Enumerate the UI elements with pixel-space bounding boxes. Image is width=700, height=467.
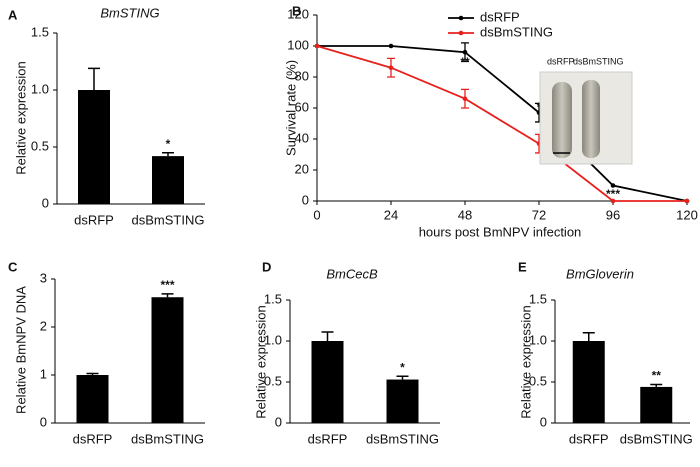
x-tick-label: 120 [676, 207, 698, 222]
error-bar [582, 332, 595, 341]
significance-label: ** [652, 369, 662, 383]
error-bar [396, 375, 409, 380]
panel-title: BmSTING [100, 5, 159, 20]
point [610, 198, 616, 204]
y-axis-label: Relative expression [13, 61, 28, 174]
x-tick-label: dsBmSTING [131, 431, 204, 446]
y-tick-label: 20 [295, 161, 309, 176]
y-axis-label: Relative BmNPV DNA [13, 286, 28, 414]
x-axis-label: hours post BmNPV infection [419, 224, 582, 239]
x-tick-label: 96 [606, 207, 620, 222]
y-axis-label: Relative expression [518, 305, 533, 418]
bar [76, 375, 109, 423]
y-tick-label: 3 [40, 270, 47, 285]
significance-label: ** [460, 55, 470, 69]
significance-label: * [400, 360, 405, 374]
y-tick-label: 40 [295, 130, 309, 145]
x-tick-label: dsBmSTING [366, 431, 439, 446]
bar [386, 379, 419, 423]
y-tick-label: 0.5 [529, 373, 547, 388]
y-tick-label: 0.5 [31, 138, 49, 153]
larva [552, 82, 572, 158]
y-tick-label: 1.0 [529, 332, 547, 347]
y-tick-label: 1.0 [31, 81, 49, 96]
bar [640, 386, 673, 423]
y-tick-label: 0 [540, 414, 547, 429]
significance-label: * [166, 137, 171, 151]
point [388, 43, 394, 49]
y-tick-label: 1.5 [529, 291, 547, 306]
x-tick-label: 48 [458, 207, 472, 222]
y-tick-label: 1 [40, 366, 47, 381]
y-tick-label: 100 [287, 37, 309, 52]
y-tick-label: 60 [295, 99, 309, 114]
error-bar [650, 383, 663, 387]
error-bar [162, 151, 174, 157]
x-tick-label: dsRFP [308, 431, 348, 446]
point [462, 49, 468, 55]
panel-title: BmCecB [326, 266, 378, 281]
panel-label: E [518, 259, 527, 274]
y-tick-label: 1.5 [31, 24, 49, 39]
panel-label: C [8, 259, 18, 274]
bar [152, 156, 184, 204]
significance-label: * [537, 100, 542, 114]
legend-marker [458, 15, 464, 21]
point [462, 96, 468, 101]
panel-label: D [262, 259, 271, 274]
y-tick-label: 0 [275, 414, 282, 429]
legend-marker [458, 30, 464, 36]
x-tick-label: 24 [384, 207, 398, 222]
significance-label: *** [606, 187, 620, 201]
x-tick-label: dsRFP [74, 212, 114, 227]
series-line [316, 45, 687, 202]
x-tick-label: dsRFP [73, 431, 113, 446]
x-tick-label: dsRFP [569, 431, 609, 446]
y-tick-label: 1.5 [264, 291, 282, 306]
y-tick-label: 1.0 [264, 332, 282, 347]
bar [572, 341, 605, 423]
x-tick-label: 72 [532, 207, 546, 222]
bar [78, 90, 110, 204]
legend-label: dsBmSTING [480, 24, 553, 39]
series-line [317, 45, 688, 202]
y-tick-label: 0 [40, 414, 47, 429]
y-axis-label: Survival rate (%) [283, 60, 298, 156]
error-bar [161, 293, 174, 298]
larva [582, 80, 600, 158]
point [610, 183, 616, 188]
error-bar [86, 372, 99, 375]
error-bar [88, 67, 100, 90]
error-bar [321, 331, 334, 341]
x-tick-label: dsBmSTING [132, 212, 205, 227]
bar [311, 341, 344, 423]
y-tick-label: 80 [295, 68, 309, 83]
x-tick-label: dsBmSTING [620, 431, 693, 446]
point [388, 65, 394, 70]
inset-label: dsBmSTING [573, 56, 624, 66]
panel-title: BmGloverin [566, 266, 634, 281]
x-tick-label: 0 [313, 207, 320, 222]
inset-label: dsRFP [547, 56, 575, 66]
y-tick-label: 0 [302, 192, 309, 207]
y-tick-label: 0.5 [264, 373, 282, 388]
legend-label: dsRFP [480, 9, 520, 24]
y-tick-label: 0 [42, 195, 49, 210]
inset-photo [539, 71, 633, 165]
panel-label: A [8, 7, 18, 22]
point [684, 198, 690, 204]
panel-label: B [292, 3, 301, 18]
significance-label: *** [160, 278, 174, 292]
y-tick-label: 120 [287, 6, 309, 21]
bar [151, 297, 184, 423]
point [314, 43, 320, 49]
y-tick-label: 2 [40, 318, 47, 333]
y-axis-label: Relative expression [253, 305, 268, 418]
